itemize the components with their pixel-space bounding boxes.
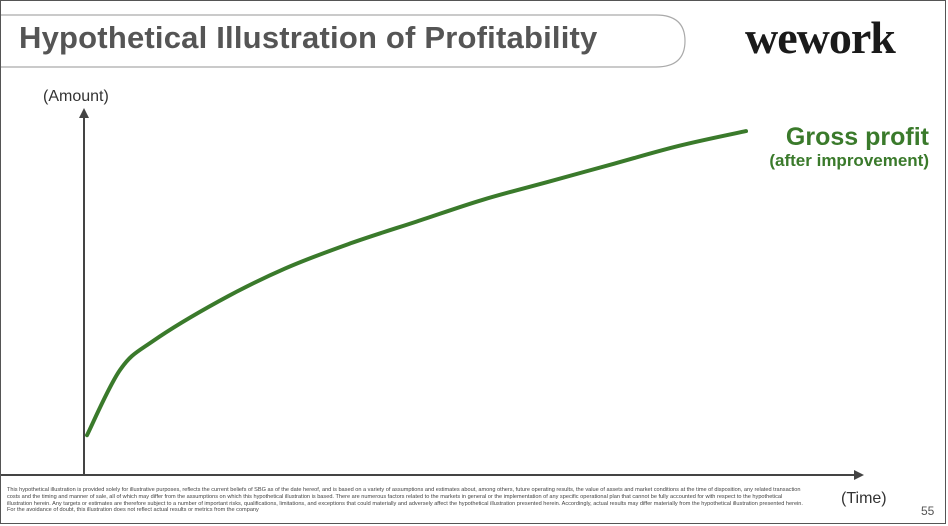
gross-profit-line bbox=[85, 129, 748, 438]
title-banner-shape bbox=[1, 14, 686, 68]
series-label: Gross profit (after improvement) bbox=[769, 123, 929, 171]
wework-logo: wework bbox=[745, 12, 896, 63]
page-number: 55 bbox=[921, 504, 935, 518]
x-axis-label: (Time) bbox=[841, 490, 887, 507]
title-bar: Hypothetical Illustration of Profitabili… bbox=[1, 1, 947, 71]
slide-title: Hypothetical Illustration of Profitabili… bbox=[19, 20, 598, 55]
series-label-subtitle: (after improvement) bbox=[769, 151, 929, 170]
disclaimer-text: This hypothetical illustration is provid… bbox=[7, 487, 803, 514]
series-label-name: Gross profit bbox=[785, 123, 929, 151]
y-axis-label: (Amount) bbox=[43, 88, 109, 105]
